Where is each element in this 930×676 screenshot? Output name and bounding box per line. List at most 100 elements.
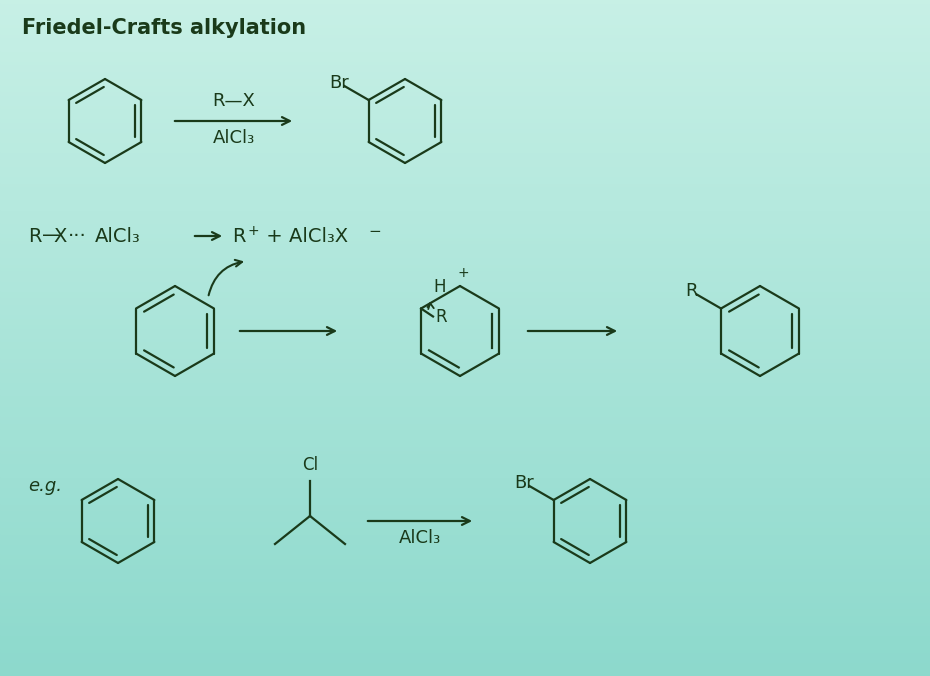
Bar (0, 652, 930, 656)
Text: e.g.: e.g. (28, 477, 62, 495)
Text: AlCl₃: AlCl₃ (95, 226, 140, 245)
Bar (0, 300, 930, 304)
Bar (0, 40, 930, 44)
Bar (0, 621, 930, 625)
Bar (0, 94, 930, 98)
Bar (0, 260, 930, 264)
Bar (0, 74, 930, 78)
Bar (0, 23, 930, 27)
Bar (0, 669, 930, 673)
Bar (0, 574, 930, 578)
Bar (0, 155, 930, 159)
Bar (0, 554, 930, 558)
Bar (0, 354, 930, 358)
Bar (0, 276, 930, 281)
Bar (0, 405, 930, 409)
Bar (0, 381, 930, 385)
Bar (0, 544, 930, 548)
Bar (0, 658, 930, 662)
Bar (0, 537, 930, 541)
Text: +: + (247, 224, 259, 238)
Text: −: − (368, 224, 380, 239)
Bar (0, 429, 930, 433)
Text: H: H (433, 279, 445, 297)
Bar (0, 53, 930, 57)
Bar (0, 104, 930, 108)
Bar (0, 530, 930, 534)
Bar (0, 239, 930, 243)
Bar (0, 496, 930, 500)
Text: Br: Br (329, 74, 349, 92)
Bar (0, 533, 930, 537)
Text: X: X (53, 226, 66, 245)
Bar (0, 449, 930, 453)
Bar (0, 87, 930, 91)
Bar (0, 635, 930, 639)
Bar (0, 297, 930, 301)
Text: R—X: R—X (212, 92, 255, 110)
Bar (0, 344, 930, 348)
Bar (0, 337, 930, 341)
Bar (0, 547, 930, 551)
Bar (0, 493, 930, 497)
Bar (0, 270, 930, 274)
Bar (0, 432, 930, 436)
Bar (0, 584, 930, 588)
Bar (0, 587, 930, 592)
Bar (0, 466, 930, 470)
Bar (0, 202, 930, 206)
Bar (0, 648, 930, 652)
Text: R: R (28, 226, 42, 245)
Bar (0, 212, 930, 216)
Bar (0, 107, 930, 112)
Bar (0, 33, 930, 37)
Bar (0, 368, 930, 372)
Bar (0, 3, 930, 7)
Bar (0, 124, 930, 128)
Bar (0, 219, 930, 223)
Bar (0, 631, 930, 635)
Bar (0, 601, 930, 605)
Bar (0, 523, 930, 527)
Bar (0, 479, 930, 483)
Bar (0, 520, 930, 524)
Bar (0, 500, 930, 504)
Bar (0, 175, 930, 179)
Bar (0, 341, 930, 345)
Bar (0, 598, 930, 602)
Bar (0, 101, 930, 105)
Bar (0, 503, 930, 507)
Text: Cl: Cl (302, 456, 318, 474)
Bar (0, 672, 930, 676)
Bar (0, 591, 930, 595)
Bar (0, 165, 930, 169)
Bar (0, 516, 930, 521)
Bar (0, 307, 930, 311)
Bar (0, 246, 930, 250)
Bar (0, 415, 930, 419)
Bar (0, 408, 930, 412)
Bar (0, 510, 930, 514)
Text: R: R (685, 283, 698, 301)
Bar (0, 148, 930, 152)
Bar (0, 442, 930, 446)
Bar (0, 638, 930, 642)
Bar (0, 233, 930, 237)
Bar (0, 375, 930, 379)
Bar (0, 182, 930, 186)
Bar (0, 391, 930, 395)
Bar (0, 256, 930, 260)
Text: +: + (458, 266, 469, 280)
Bar (0, 50, 930, 54)
Bar (0, 67, 930, 71)
Bar (0, 280, 930, 284)
Text: Br: Br (514, 474, 534, 492)
Bar (0, 158, 930, 162)
Bar (0, 293, 930, 297)
Bar (0, 320, 930, 324)
Bar (0, 77, 930, 81)
Text: Friedel-Crafts alkylation: Friedel-Crafts alkylation (22, 18, 306, 38)
Bar (0, 138, 930, 142)
Bar (0, 618, 930, 622)
Bar (0, 655, 930, 659)
